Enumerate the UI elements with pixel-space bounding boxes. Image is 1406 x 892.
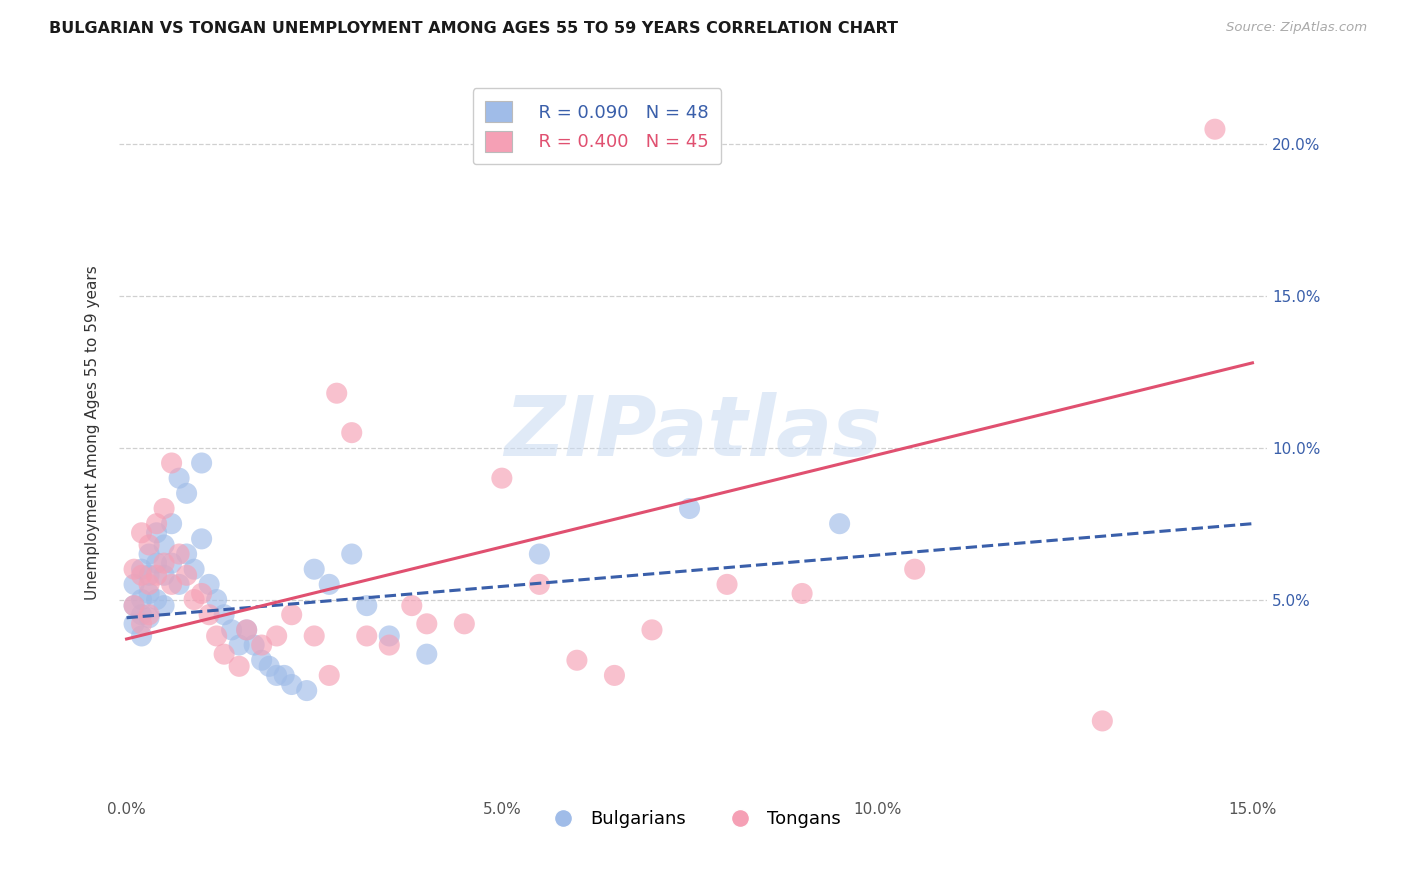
Point (529, 547, 551, 561)
Point (228, 659, 250, 673)
Point (198, 577, 221, 591)
Point (138, 586, 160, 600)
Point (138, 568, 160, 582)
Point (266, 629, 288, 643)
Point (280, 677, 302, 691)
Point (678, 501, 700, 516)
Point (145, 592, 167, 607)
Point (491, 471, 513, 485)
Point (318, 577, 340, 591)
Point (176, 547, 198, 561)
Point (273, 668, 295, 682)
Point (176, 486, 198, 500)
Point (212, 607, 235, 622)
Point (212, 647, 235, 661)
Point (356, 599, 378, 613)
Point (131, 607, 153, 622)
Point (138, 577, 160, 591)
Point (904, 562, 927, 576)
Point (378, 638, 401, 652)
Point (453, 616, 475, 631)
Text: ZIPatlas: ZIPatlas (505, 392, 882, 473)
Point (122, 577, 145, 591)
Point (340, 547, 363, 561)
Point (183, 592, 205, 607)
Point (138, 547, 160, 561)
Point (235, 623, 257, 637)
Point (205, 629, 228, 643)
Text: Source: ZipAtlas.com: Source: ZipAtlas.com (1226, 21, 1367, 35)
Point (221, 623, 243, 637)
Point (1091, 714, 1114, 728)
Point (198, 607, 221, 622)
Point (529, 577, 551, 591)
Point (122, 562, 145, 576)
Point (153, 599, 176, 613)
Point (176, 568, 198, 582)
Point (603, 668, 626, 682)
Point (356, 629, 378, 643)
Point (153, 538, 176, 552)
Point (828, 516, 851, 531)
Point (250, 653, 273, 667)
Point (160, 556, 183, 570)
Point (167, 547, 190, 561)
Point (145, 525, 167, 540)
Point (190, 532, 212, 546)
Text: BULGARIAN VS TONGAN UNEMPLOYMENT AMONG AGES 55 TO 59 YEARS CORRELATION CHART: BULGARIAN VS TONGAN UNEMPLOYMENT AMONG A… (49, 21, 898, 37)
Point (153, 501, 176, 516)
Point (378, 629, 401, 643)
Point (401, 599, 423, 613)
Point (145, 556, 167, 570)
Point (266, 668, 288, 682)
Point (235, 623, 257, 637)
Point (416, 616, 439, 631)
Point (190, 456, 212, 470)
Point (153, 568, 176, 582)
Point (716, 577, 738, 591)
Point (122, 599, 145, 613)
Point (122, 599, 145, 613)
Point (145, 568, 167, 582)
Point (145, 516, 167, 531)
Point (318, 668, 340, 682)
Point (302, 629, 325, 643)
Y-axis label: Unemployment Among Ages 55 to 59 years: Unemployment Among Ages 55 to 59 years (86, 265, 100, 600)
Point (243, 638, 266, 652)
Point (138, 607, 160, 622)
Point (250, 638, 273, 652)
Point (167, 471, 190, 485)
Point (131, 592, 153, 607)
Point (280, 607, 302, 622)
Point (122, 616, 145, 631)
Point (641, 623, 664, 637)
Point (205, 592, 228, 607)
Legend: Bulgarians, Tongans: Bulgarians, Tongans (538, 803, 848, 835)
Point (565, 653, 588, 667)
Point (153, 556, 176, 570)
Point (160, 516, 183, 531)
Point (228, 638, 250, 652)
Point (138, 611, 160, 625)
Point (295, 683, 318, 698)
Point (416, 647, 439, 661)
Point (790, 586, 813, 600)
Point (131, 629, 153, 643)
Point (167, 577, 190, 591)
Point (183, 562, 205, 576)
Point (160, 456, 183, 470)
Point (131, 616, 153, 631)
Point (302, 562, 325, 576)
Point (1204, 122, 1226, 136)
Point (325, 386, 347, 401)
Point (131, 562, 153, 576)
Point (131, 525, 153, 540)
Point (160, 577, 183, 591)
Point (340, 425, 363, 440)
Point (257, 659, 280, 673)
Point (190, 586, 212, 600)
Point (138, 538, 160, 552)
Point (131, 568, 153, 582)
